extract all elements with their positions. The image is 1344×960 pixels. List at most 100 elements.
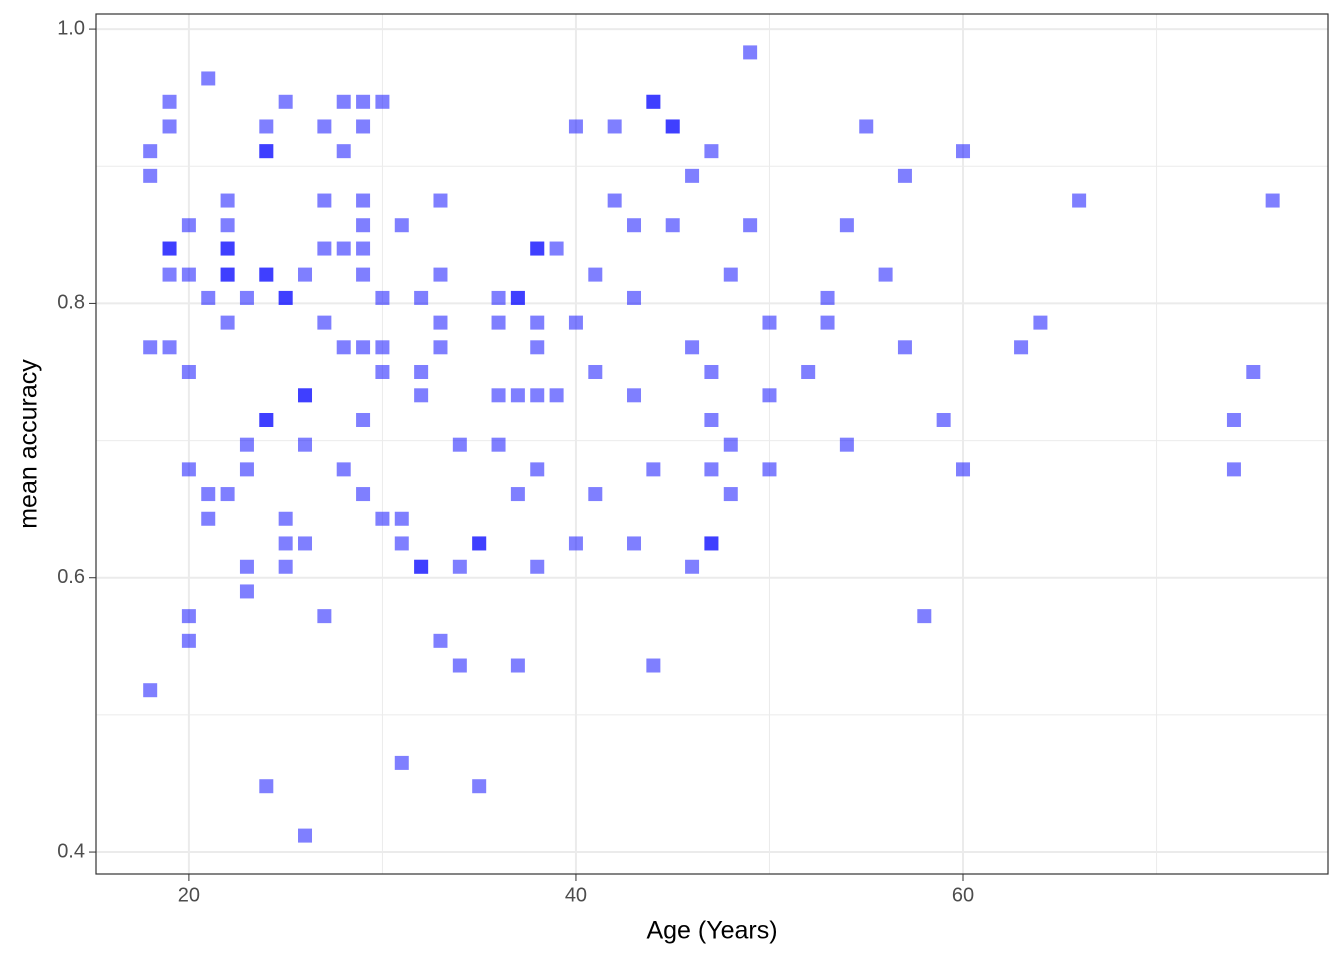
point: [433, 267, 448, 282]
point: [143, 340, 158, 355]
point: [1014, 340, 1029, 355]
point: [762, 388, 777, 403]
point: [259, 144, 274, 159]
point: [510, 487, 525, 502]
point: [181, 609, 196, 624]
point: [568, 119, 583, 134]
point: [239, 462, 254, 477]
point: [278, 511, 293, 526]
point: [317, 193, 332, 208]
x-tick-label: 20: [178, 884, 200, 906]
point: [220, 193, 235, 208]
point: [936, 412, 951, 427]
point: [433, 633, 448, 648]
x-tick-label: 60: [952, 884, 974, 906]
point: [452, 658, 467, 673]
point: [723, 437, 738, 452]
point: [356, 193, 371, 208]
point: [143, 168, 158, 183]
point: [317, 315, 332, 330]
point: [588, 267, 603, 282]
point: [491, 388, 506, 403]
point: [201, 290, 216, 305]
point: [220, 267, 235, 282]
point: [336, 340, 351, 355]
point: [356, 340, 371, 355]
point: [549, 241, 564, 256]
point: [181, 267, 196, 282]
point: [181, 462, 196, 477]
point: [1246, 364, 1261, 379]
point: [375, 364, 390, 379]
point: [704, 462, 719, 477]
point: [433, 193, 448, 208]
point: [472, 536, 487, 551]
point: [491, 437, 506, 452]
point: [897, 168, 912, 183]
point: [298, 267, 313, 282]
point: [239, 290, 254, 305]
point: [162, 267, 177, 282]
point: [1226, 412, 1241, 427]
point: [336, 241, 351, 256]
point: [356, 94, 371, 109]
point: [665, 119, 680, 134]
point: [394, 218, 409, 233]
point: [839, 218, 854, 233]
point: [530, 462, 545, 477]
point: [646, 658, 661, 673]
point: [220, 487, 235, 502]
point: [259, 267, 274, 282]
point: [704, 412, 719, 427]
point: [356, 241, 371, 256]
point: [414, 388, 429, 403]
point: [627, 218, 642, 233]
point: [414, 290, 429, 305]
point: [336, 462, 351, 477]
point: [317, 119, 332, 134]
point: [568, 536, 583, 551]
point: [298, 437, 313, 452]
point: [917, 609, 932, 624]
point: [201, 511, 216, 526]
point: [607, 119, 622, 134]
point: [181, 364, 196, 379]
point: [162, 94, 177, 109]
point: [685, 340, 700, 355]
x-axis-title: Age (Years): [646, 917, 777, 945]
point: [723, 267, 738, 282]
point: [181, 633, 196, 648]
point: [1226, 462, 1241, 477]
point: [820, 315, 835, 330]
point: [530, 315, 545, 330]
point: [375, 94, 390, 109]
point: [588, 487, 603, 502]
point: [356, 267, 371, 282]
point: [627, 290, 642, 305]
point: [278, 536, 293, 551]
point: [627, 388, 642, 403]
point: [530, 340, 545, 355]
point: [510, 388, 525, 403]
point: [685, 168, 700, 183]
point: [530, 388, 545, 403]
y-tick-label: 1.0: [57, 17, 85, 39]
point: [704, 364, 719, 379]
point: [259, 119, 274, 134]
point: [394, 536, 409, 551]
point: [220, 241, 235, 256]
point: [239, 584, 254, 599]
point: [278, 290, 293, 305]
point: [259, 779, 274, 794]
point: [375, 511, 390, 526]
point: [220, 315, 235, 330]
point: [1265, 193, 1280, 208]
point: [162, 241, 177, 256]
point: [239, 559, 254, 574]
point: [510, 290, 525, 305]
point: [956, 144, 971, 159]
point: [201, 71, 216, 86]
point: [356, 119, 371, 134]
point: [491, 315, 506, 330]
point: [472, 779, 487, 794]
